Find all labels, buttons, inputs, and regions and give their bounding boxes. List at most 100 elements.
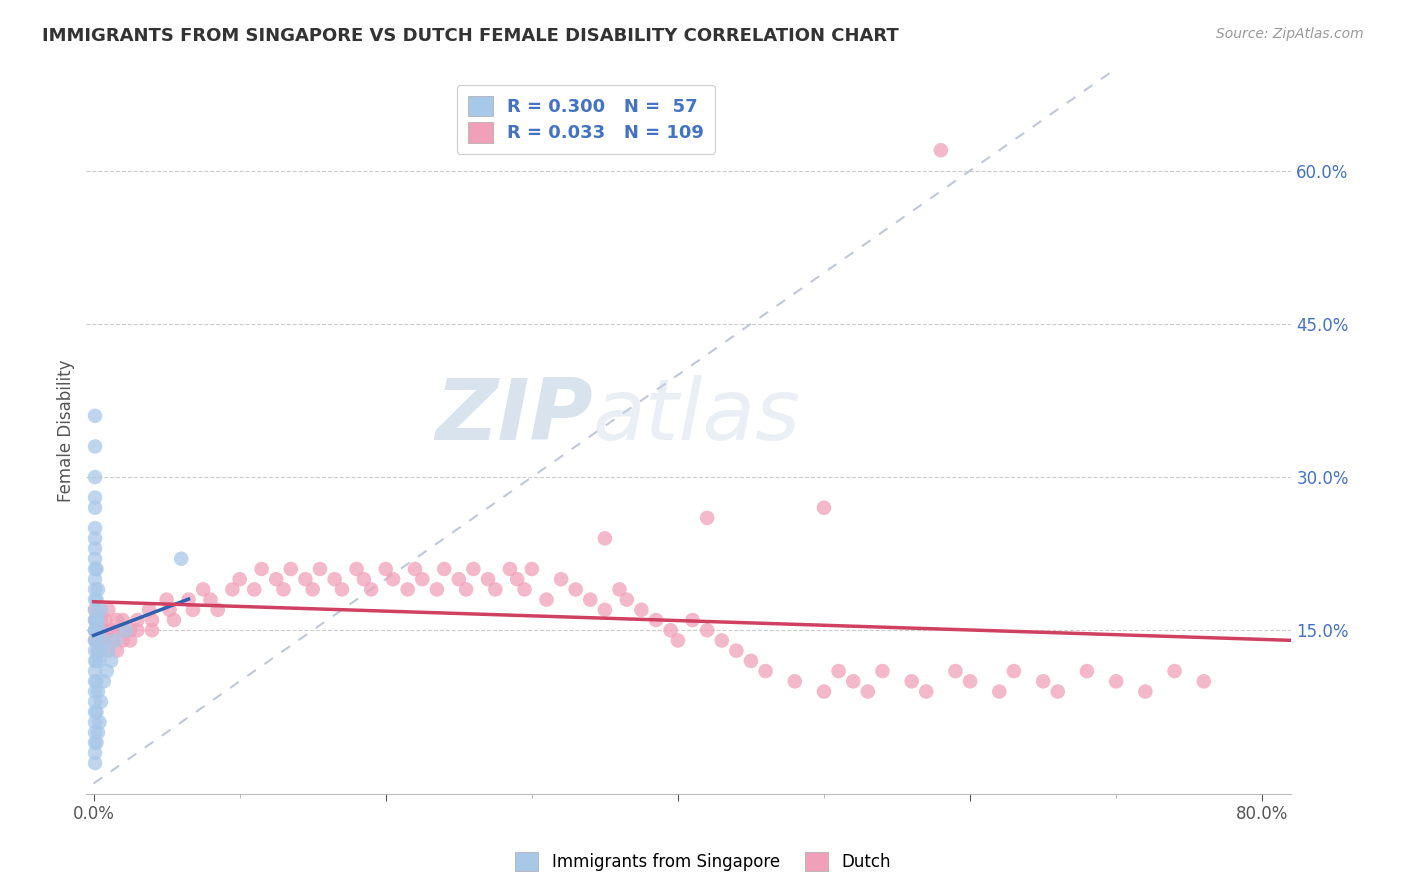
Point (86, 654, 108, 668)
Point (609, 582, 631, 597)
Point (84, 613, 107, 627)
Point (207, 603, 229, 617)
Point (404, 562, 426, 576)
Point (86, 613, 108, 627)
Point (1046, 684, 1069, 698)
Point (89, 624, 111, 638)
Point (264, 572, 287, 586)
Point (506, 572, 529, 586)
Point (93, 633, 115, 648)
Point (915, 684, 938, 698)
Point (929, 143, 952, 157)
Point (104, 633, 127, 648)
Point (86, 674, 108, 689)
Point (84, 582, 107, 597)
Point (100, 654, 122, 668)
Point (84, 746, 107, 760)
Point (593, 603, 616, 617)
Point (163, 613, 186, 627)
Point (111, 613, 134, 627)
Point (127, 624, 149, 638)
Point (323, 572, 346, 586)
Point (105, 643, 128, 657)
Point (84, 725, 107, 739)
Point (84, 551, 107, 566)
Point (84, 491, 107, 505)
Point (87, 643, 110, 657)
Point (301, 582, 323, 597)
Point (710, 633, 733, 648)
Point (101, 624, 124, 638)
Legend: Immigrants from Singapore, Dutch: Immigrants from Singapore, Dutch (506, 843, 900, 880)
Point (84, 624, 107, 638)
Point (84, 592, 107, 607)
Point (84, 736, 107, 750)
Point (426, 582, 449, 597)
Point (141, 624, 163, 638)
Point (97, 643, 120, 657)
Point (280, 562, 302, 576)
Point (97, 643, 120, 657)
Point (294, 572, 316, 586)
Point (550, 572, 572, 586)
Point (84, 532, 107, 546)
Point (499, 562, 522, 576)
Point (945, 664, 967, 678)
Point (105, 613, 128, 627)
Point (84, 684, 107, 698)
Point (84, 541, 107, 556)
Point (97, 624, 120, 638)
Point (114, 624, 136, 638)
Point (84, 633, 107, 648)
Point (477, 572, 499, 586)
Point (579, 592, 602, 607)
Point (433, 562, 456, 576)
Point (87, 613, 110, 627)
Point (84, 500, 107, 515)
Point (84, 624, 107, 638)
Point (84, 633, 107, 648)
Point (177, 592, 200, 607)
Point (309, 562, 332, 576)
Text: ZIP: ZIP (434, 376, 592, 458)
Point (84, 470, 107, 484)
Point (86, 592, 108, 607)
Point (813, 684, 835, 698)
Point (228, 572, 250, 586)
Point (87, 613, 110, 627)
Point (659, 624, 682, 638)
Point (90, 624, 112, 638)
Point (200, 592, 222, 607)
Point (827, 664, 849, 678)
Point (1105, 674, 1128, 689)
Point (84, 409, 107, 423)
Point (1135, 684, 1157, 698)
Point (101, 633, 124, 648)
Point (94, 633, 117, 648)
Point (84, 562, 107, 576)
Point (120, 633, 142, 648)
Point (84, 572, 107, 586)
Point (87, 582, 110, 597)
Point (127, 613, 149, 627)
Point (111, 633, 134, 648)
Point (86, 736, 108, 750)
Point (87, 624, 110, 638)
Point (353, 572, 375, 586)
Point (90, 603, 112, 617)
Point (120, 624, 142, 638)
Point (1076, 664, 1098, 678)
Point (138, 603, 160, 617)
Point (346, 562, 368, 576)
Point (1032, 674, 1054, 689)
Point (86, 705, 108, 719)
Point (813, 500, 835, 515)
Point (755, 664, 778, 678)
Point (84, 603, 107, 617)
Point (396, 582, 419, 597)
Point (87, 725, 110, 739)
Point (856, 684, 879, 698)
Point (87, 684, 110, 698)
Point (221, 582, 243, 597)
Point (84, 715, 107, 730)
